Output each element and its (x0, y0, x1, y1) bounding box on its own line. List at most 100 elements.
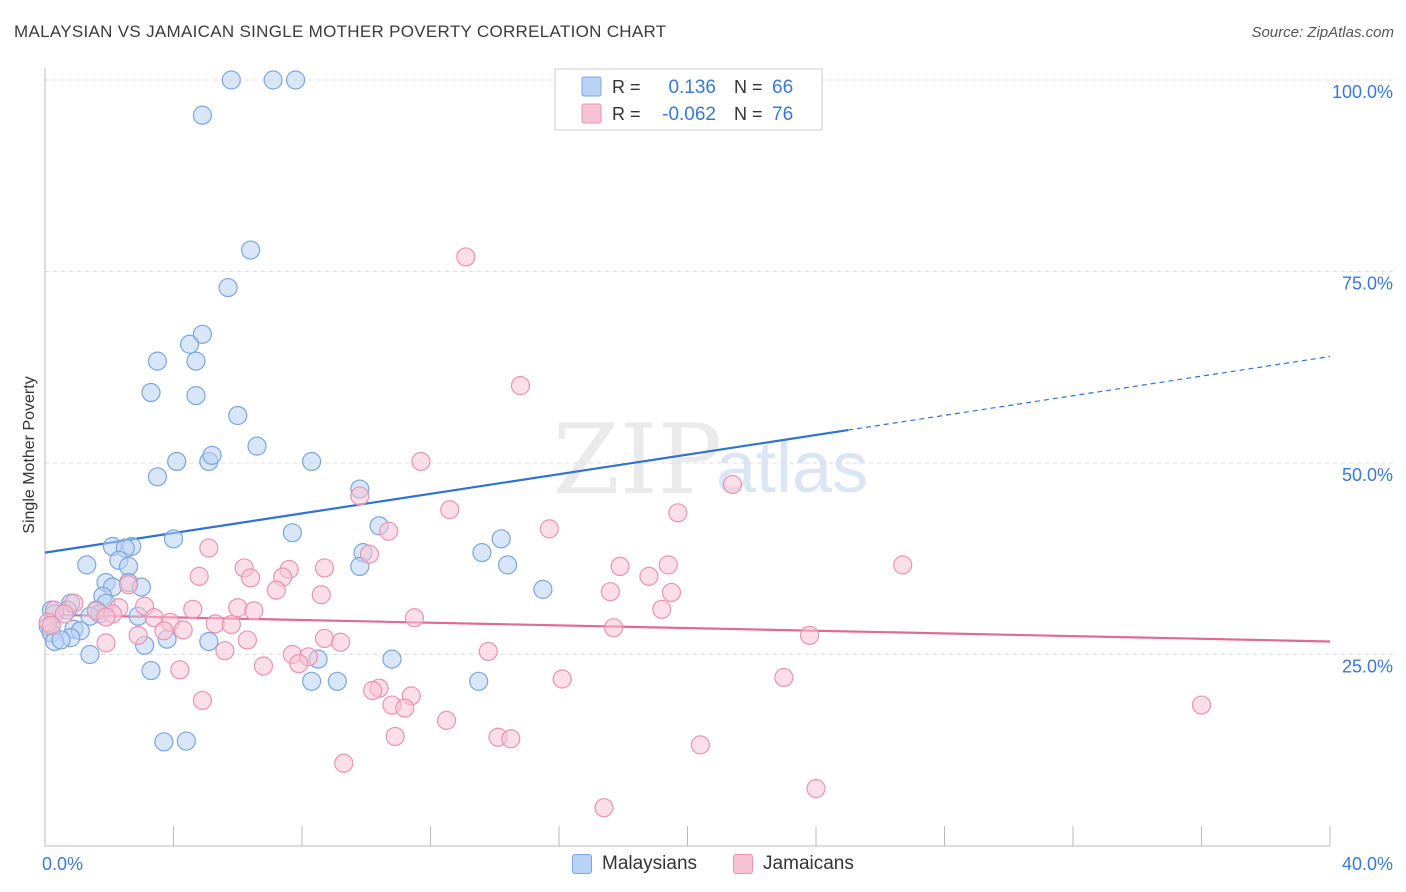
malaysian-point (141, 382, 161, 403)
jamaican-point (96, 633, 116, 653)
axes: 25.0% 50.0% 75.0% 100.0% 0.0% 40.0% (42, 68, 1393, 874)
jamaican-point (456, 247, 476, 267)
legend-n-label-2: N = (734, 104, 763, 124)
legend-r-value-1: 0.136 (668, 77, 716, 98)
malaysians-trend-extension (848, 355, 1331, 431)
jamaican-point (205, 614, 225, 634)
legend-item-malaysians[interactable]: Malaysians (572, 853, 697, 875)
malaysian-point (192, 324, 213, 344)
jamaican-point (244, 601, 264, 621)
jamaican-point (334, 753, 354, 773)
stats-legend: R = 0.136 N = 66 R = -0.062 N = 76 (554, 68, 823, 131)
jamaican-point (221, 615, 241, 635)
malaysian-point (228, 405, 248, 426)
jamaican-point (128, 625, 148, 645)
legend-n-label-1: N = (734, 77, 763, 97)
jamaican-point (436, 710, 457, 730)
jamaican-point (404, 608, 425, 628)
y-tick-label: 25.0% (1342, 657, 1393, 677)
watermark: ZIP atlas (553, 404, 868, 516)
jamaican-point (510, 376, 531, 396)
legend-swatch-jamaicans (581, 103, 602, 124)
legend-r-label-1: R = (612, 77, 641, 97)
legend-item-jamaicans[interactable]: Jamaicans (733, 853, 854, 875)
malaysian-point (186, 351, 206, 371)
jamaican-point (668, 503, 688, 523)
jamaican-point (170, 660, 190, 680)
jamaican-point (690, 735, 710, 755)
malaysian-point (302, 671, 322, 691)
legend-swatch-jamaicans-bottom (733, 854, 754, 874)
malaysian-point (469, 671, 489, 691)
malaysian-point (327, 671, 347, 691)
jamaican-point (350, 486, 370, 506)
legend-swatch-malaysians-bottom (572, 854, 592, 874)
y-axis-label: Single Mother Poverty (21, 376, 38, 533)
jamaican-point (379, 521, 399, 541)
malaysian-point (533, 579, 553, 599)
jamaican-point (722, 474, 743, 495)
legend-r-value-2: -0.062 (662, 104, 716, 125)
jamaican-point (610, 556, 630, 577)
jamaican-point (199, 538, 219, 558)
jamaican-point (228, 598, 248, 618)
chart-title: MALAYSIAN VS JAMAICAN SINGLE MOTHER POVE… (14, 22, 667, 41)
legend-swatch-malaysians (581, 76, 602, 97)
malaysian-point (176, 731, 196, 751)
malaysian-point (221, 70, 241, 90)
jamaican-point (266, 580, 286, 600)
jamaican-point (330, 632, 351, 652)
jamaican-point (154, 621, 174, 641)
jamaican-point (311, 585, 331, 605)
jamaican-point (440, 500, 460, 520)
legend-n-value-2: 76 (772, 104, 793, 125)
jamaican-point (658, 555, 678, 575)
jamaican-point (173, 620, 193, 640)
jamaican-point (385, 726, 405, 747)
jamaican-point (552, 669, 572, 689)
malaysian-point (163, 529, 184, 549)
malaysian-point (382, 649, 402, 669)
legend-n-value-1: 66 (772, 77, 793, 98)
jamaican-point (594, 798, 614, 818)
jamaican-point (215, 641, 235, 661)
jamaican-point (774, 667, 794, 688)
data-points (38, 70, 1212, 818)
jamaican-point (652, 599, 672, 619)
jamaican-point (1191, 695, 1212, 715)
malaysian-point (80, 644, 100, 665)
malaysian-point (498, 555, 518, 575)
jamaican-point (893, 555, 913, 575)
source-label: Source: ZipAtlas.com (1251, 24, 1394, 41)
jamaican-point (395, 698, 415, 718)
malaysian-point (77, 555, 97, 575)
malaysian-point (263, 70, 283, 90)
malaysian-point (179, 334, 200, 354)
legend-label-malaysians: Malaysians (602, 853, 698, 874)
malaysian-point (302, 451, 322, 472)
jamaican-point (661, 582, 682, 603)
x-tick-label-max: 40.0% (1342, 854, 1393, 874)
legend-label-jamaicans: Jamaicans (763, 853, 854, 874)
malaysian-point (472, 543, 492, 563)
y-tick-label: 50.0% (1342, 465, 1393, 485)
legend-r-label-2: R = (612, 104, 641, 124)
jamaicans-trend-line (44, 613, 1331, 643)
x-tick-label-min: 0.0% (42, 854, 83, 874)
jamaican-point (639, 566, 659, 586)
jamaican-point (289, 654, 309, 674)
malaysian-point (282, 523, 302, 543)
malaysian-point (241, 240, 261, 260)
jamaican-point (478, 641, 498, 662)
jamaican-point (799, 625, 820, 645)
jamaican-point (314, 558, 335, 578)
jamaican-point (183, 599, 203, 619)
jamaican-point (806, 778, 826, 799)
malaysian-point (118, 556, 139, 577)
jamaican-point (41, 615, 62, 635)
malaysian-point (51, 630, 71, 650)
malaysian-point (192, 105, 213, 125)
y-tick-label: 75.0% (1342, 274, 1393, 294)
malaysian-point (154, 732, 174, 752)
